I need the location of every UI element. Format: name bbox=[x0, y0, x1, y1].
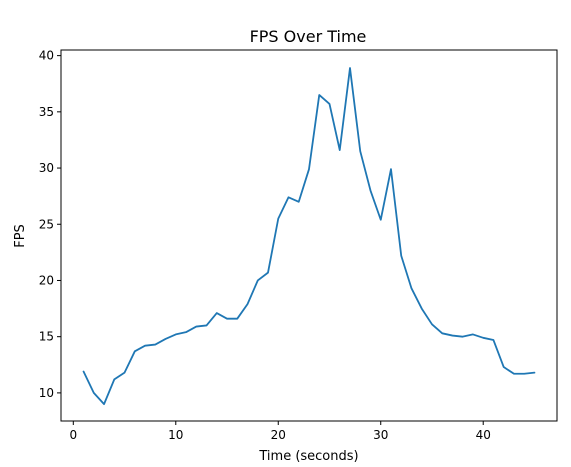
plot-frame bbox=[60, 49, 558, 422]
y-tick-label: 25 bbox=[39, 217, 54, 231]
plot-area bbox=[61, 50, 557, 421]
y-axis-label: FPS bbox=[13, 224, 28, 248]
axis-ticks: 0 10 20 30 40 10 15 20 25 30 35 40 bbox=[39, 49, 491, 442]
x-tick-label: 40 bbox=[476, 428, 491, 442]
y-tick-label: 30 bbox=[39, 161, 54, 175]
x-tick-label: 0 bbox=[69, 428, 77, 442]
y-tick-label: 35 bbox=[39, 105, 54, 119]
x-tick-label: 30 bbox=[373, 428, 388, 442]
y-tick-label: 40 bbox=[39, 49, 54, 63]
fps-series-line bbox=[82, 67, 536, 406]
x-axis-label: Time (seconds) bbox=[258, 449, 358, 464]
x-tick-label: 10 bbox=[168, 428, 183, 442]
y-tick-label: 15 bbox=[39, 330, 54, 344]
y-tick-label: 10 bbox=[39, 386, 54, 400]
x-tick-label: 20 bbox=[271, 428, 286, 442]
y-tick-label: 20 bbox=[39, 273, 54, 287]
chart-title: FPS Over Time bbox=[250, 27, 367, 46]
